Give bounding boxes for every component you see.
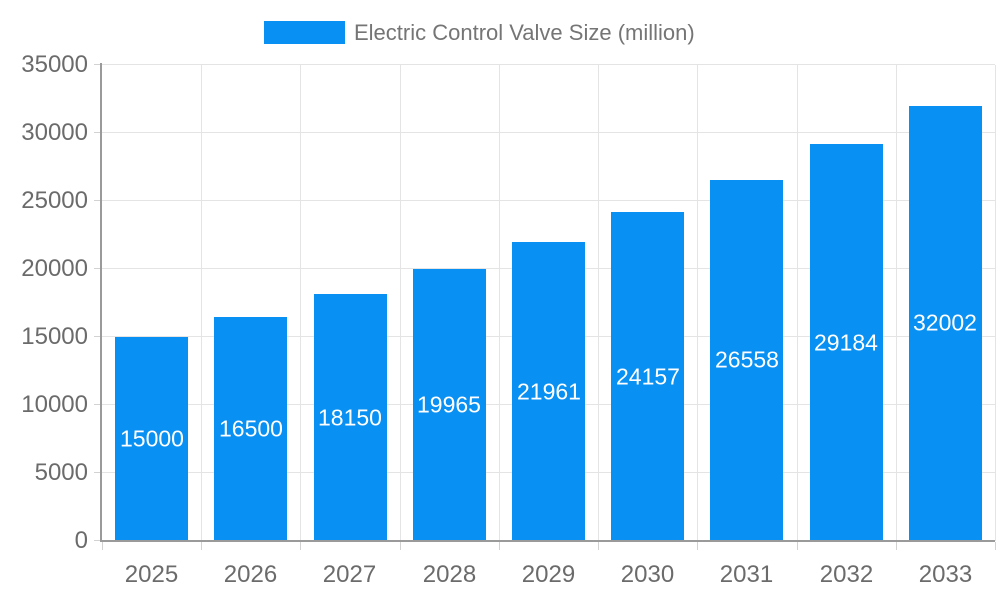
y-axis-tick-label: 20000 bbox=[21, 255, 88, 282]
y-tick-mark bbox=[94, 336, 102, 337]
bar-value-label: 16500 bbox=[219, 415, 283, 442]
bar-value-label: 32002 bbox=[913, 309, 977, 336]
x-axis-tick-label: 2028 bbox=[422, 561, 477, 588]
y-tick-mark bbox=[94, 404, 102, 405]
x-axis-tick-label: 2025 bbox=[124, 561, 179, 588]
legend-swatch-icon bbox=[264, 21, 345, 44]
x-gridline bbox=[499, 65, 500, 541]
bar[interactable] bbox=[214, 317, 287, 540]
x-axis-tick-label: 2032 bbox=[819, 561, 874, 588]
y-axis-line bbox=[100, 63, 102, 542]
bar-value-label: 26558 bbox=[715, 346, 779, 373]
bar[interactable] bbox=[512, 242, 585, 540]
x-gridline bbox=[797, 65, 798, 541]
x-axis-tick-label: 2029 bbox=[521, 561, 576, 588]
bar[interactable] bbox=[413, 269, 486, 540]
bar[interactable] bbox=[710, 180, 783, 540]
x-gridline bbox=[697, 65, 698, 541]
y-axis-tick-label: 25000 bbox=[21, 187, 88, 214]
y-gridline bbox=[102, 200, 995, 201]
y-axis-tick-label: 15000 bbox=[21, 323, 88, 350]
x-tick-mark bbox=[995, 542, 996, 550]
x-gridline bbox=[201, 65, 202, 541]
y-tick-mark bbox=[94, 64, 102, 65]
bar-value-label: 21961 bbox=[517, 378, 581, 405]
y-gridline bbox=[102, 64, 995, 65]
x-gridline bbox=[896, 65, 897, 541]
x-axis-tick-label: 2026 bbox=[223, 561, 278, 588]
x-tick-mark bbox=[102, 542, 103, 550]
bar-value-label: 29184 bbox=[814, 329, 878, 356]
y-axis-tick-label: 5000 bbox=[34, 459, 88, 486]
y-axis-tick-label: 0 bbox=[74, 527, 88, 554]
y-axis-tick-label: 30000 bbox=[21, 119, 88, 146]
x-axis-line bbox=[100, 540, 995, 542]
x-axis-tick-label: 2033 bbox=[918, 561, 973, 588]
y-tick-mark bbox=[94, 200, 102, 201]
x-tick-mark bbox=[400, 542, 401, 550]
bar-value-label: 24157 bbox=[616, 363, 680, 390]
y-axis-tick-label: 35000 bbox=[21, 51, 88, 78]
legend-item[interactable]: Electric Control Valve Size (million) bbox=[264, 21, 695, 44]
y-tick-mark bbox=[94, 472, 102, 473]
x-tick-mark bbox=[598, 542, 599, 550]
bar[interactable] bbox=[314, 294, 387, 540]
x-gridline bbox=[400, 65, 401, 541]
x-tick-mark bbox=[499, 542, 500, 550]
bar[interactable] bbox=[115, 337, 188, 540]
bar-value-label: 19965 bbox=[417, 391, 481, 418]
y-gridline bbox=[102, 132, 995, 133]
x-tick-mark bbox=[201, 542, 202, 550]
bar-value-label: 15000 bbox=[120, 425, 184, 452]
y-tick-mark bbox=[94, 132, 102, 133]
x-tick-mark bbox=[896, 542, 897, 550]
x-gridline bbox=[598, 65, 599, 541]
bar[interactable] bbox=[810, 144, 883, 540]
bar[interactable] bbox=[909, 106, 982, 540]
bar-value-label: 18150 bbox=[318, 404, 382, 431]
x-gridline bbox=[995, 65, 996, 541]
x-axis-tick-label: 2030 bbox=[620, 561, 675, 588]
y-tick-mark bbox=[94, 268, 102, 269]
bar[interactable] bbox=[611, 212, 684, 540]
x-gridline bbox=[300, 65, 301, 541]
x-axis-tick-label: 2027 bbox=[322, 561, 377, 588]
y-axis-tick-label: 10000 bbox=[21, 391, 88, 418]
y-tick-mark bbox=[94, 540, 102, 541]
x-axis-tick-label: 2031 bbox=[719, 561, 774, 588]
x-tick-mark bbox=[300, 542, 301, 550]
x-tick-mark bbox=[797, 542, 798, 550]
legend-label: Electric Control Valve Size (million) bbox=[354, 20, 695, 45]
x-tick-mark bbox=[697, 542, 698, 550]
